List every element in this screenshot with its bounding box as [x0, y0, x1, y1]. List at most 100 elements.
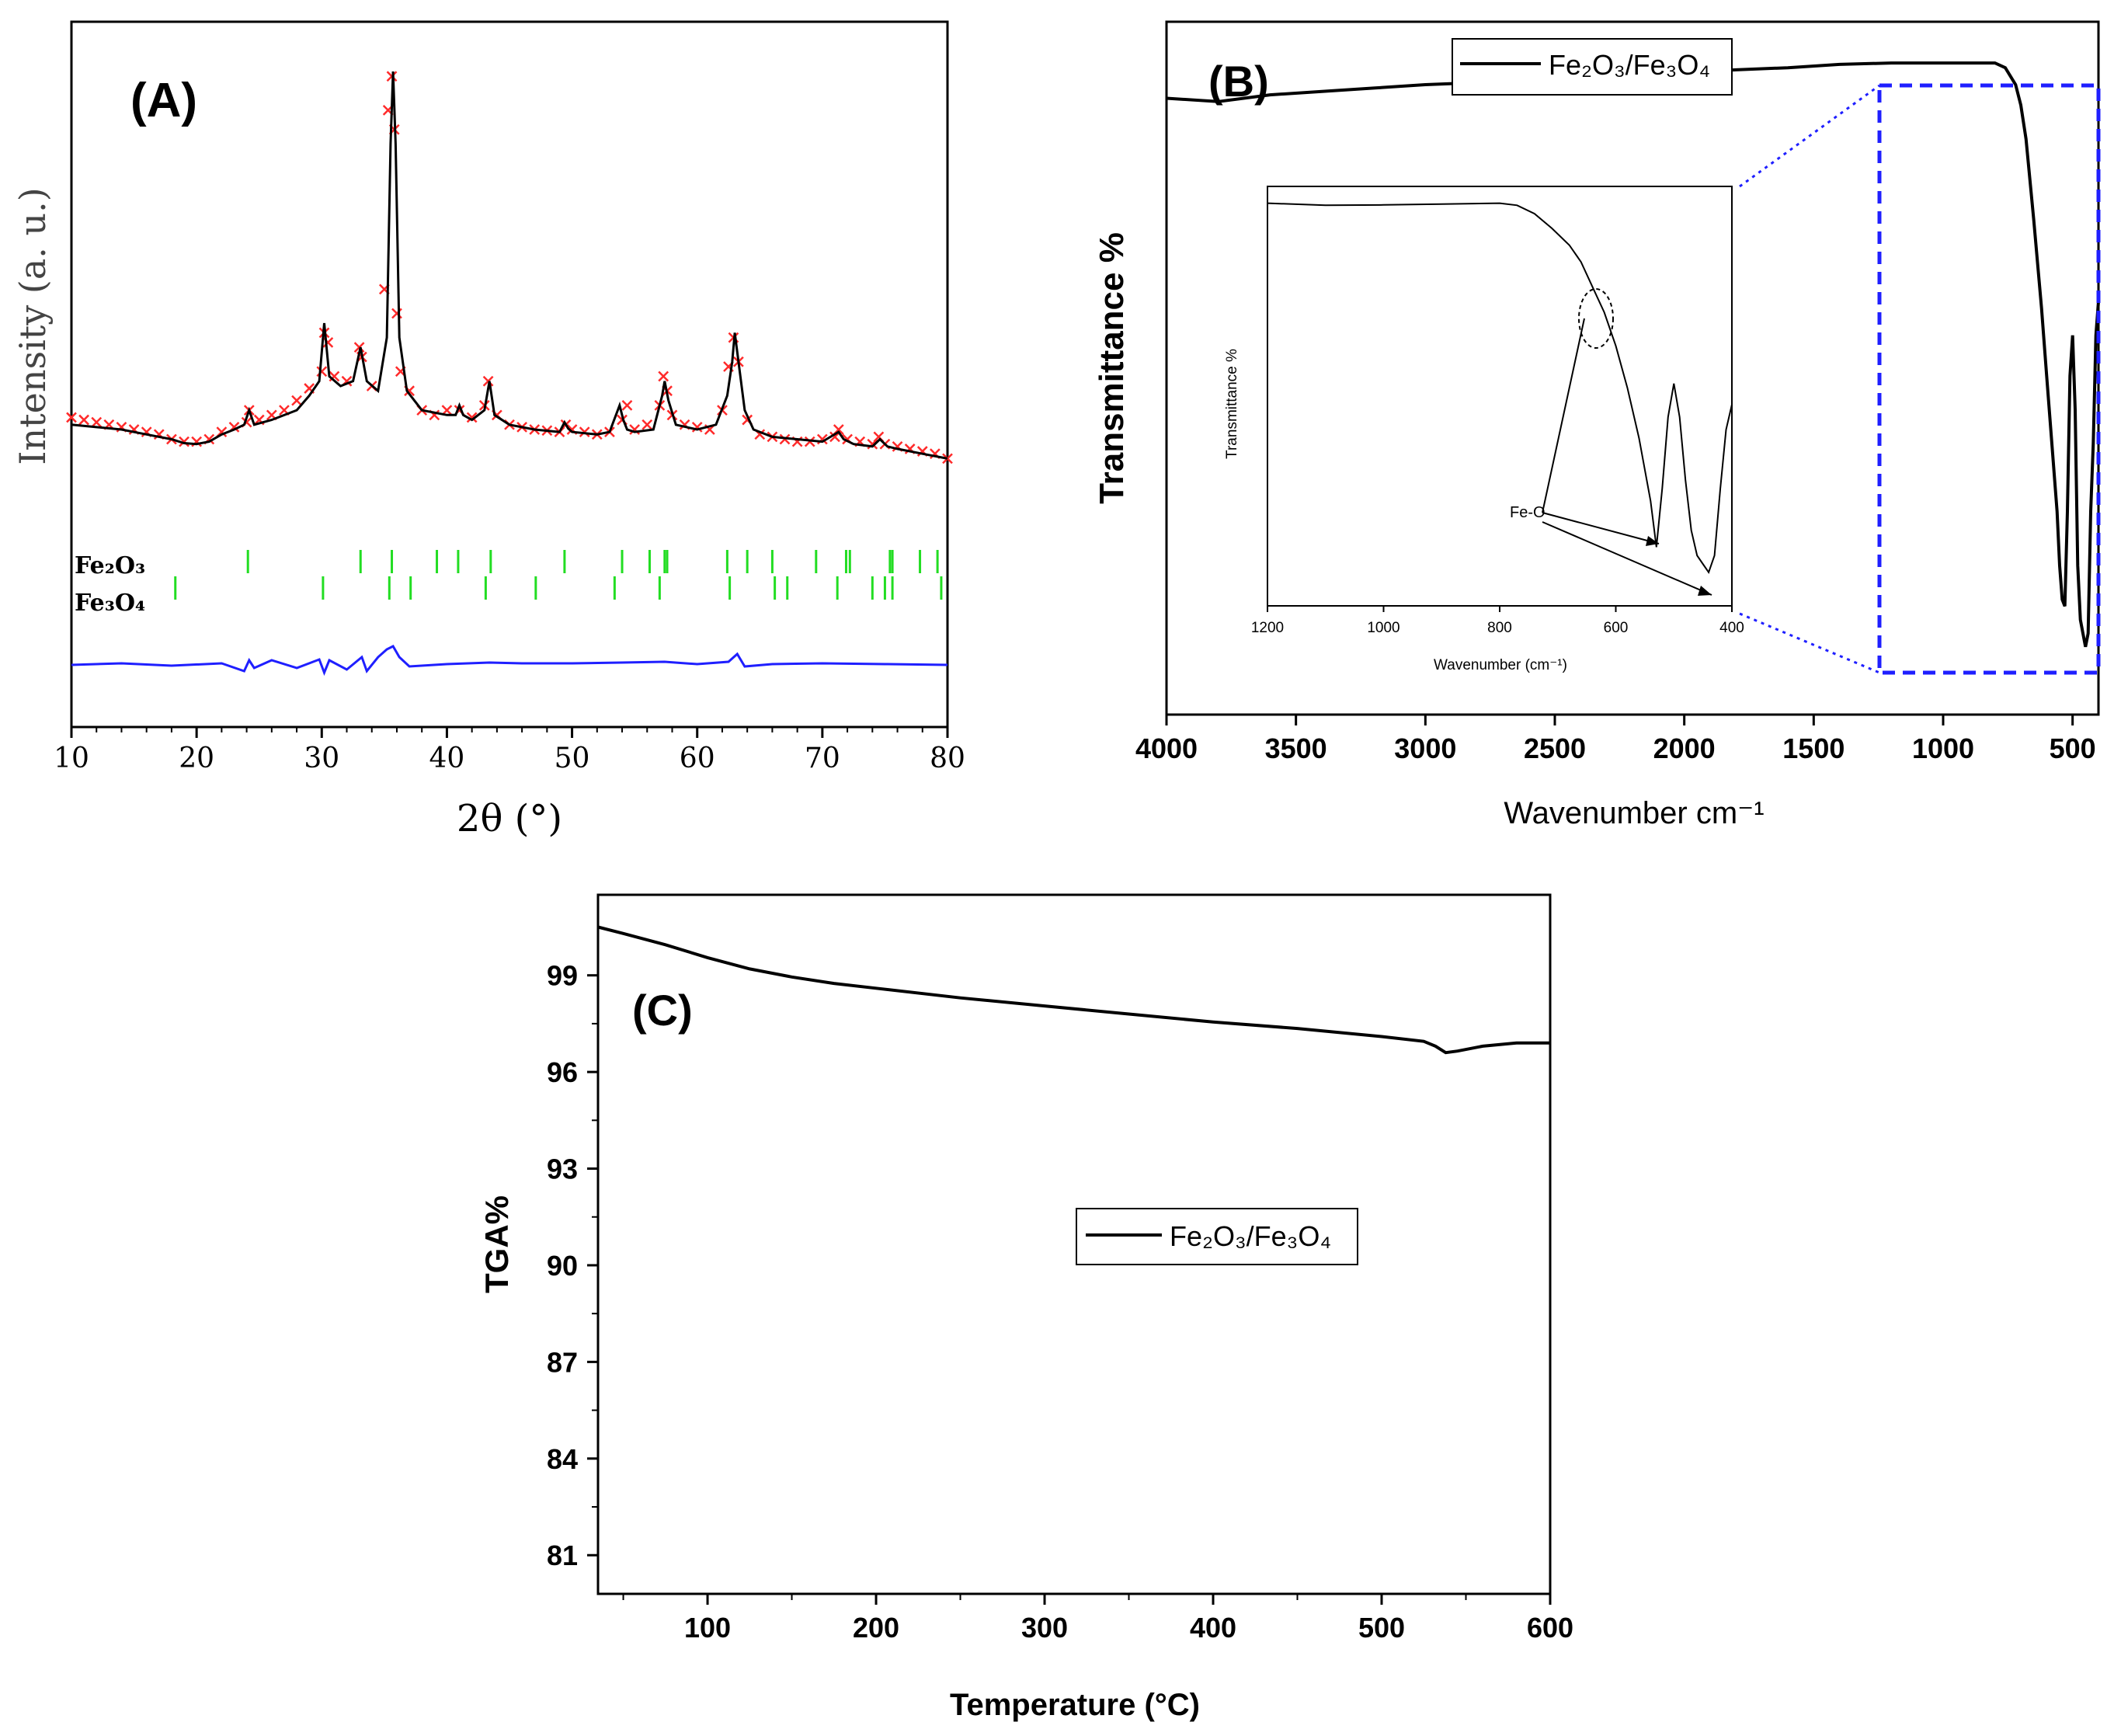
observed-point — [658, 371, 669, 382]
observed-point-stroke — [353, 342, 365, 353]
observed-point-stroke — [279, 405, 290, 416]
x-tick-label-200: 200 — [853, 1612, 899, 1644]
observed-point-stroke — [128, 424, 140, 435]
observed-point — [621, 399, 633, 411]
observed-point-stroke — [904, 444, 916, 454]
inset-frame — [1267, 186, 1733, 607]
observed-point-stroke — [691, 422, 703, 433]
y-tick-label-90: 90 — [547, 1250, 578, 1282]
observed-point-stroke — [78, 414, 89, 426]
observed-point-stroke — [892, 440, 903, 452]
panel-a-y-axis-label: Intensity (a. u.) — [12, 187, 54, 464]
x-tick-label-500: 500 — [2050, 732, 2096, 764]
observed-point-stroke — [66, 412, 77, 423]
observed-point-stroke — [179, 436, 189, 447]
fe2o3-reflection-label: Fe₂O₃ — [75, 552, 145, 579]
observed-point-stroke — [754, 429, 766, 440]
y-tick-label-87: 87 — [547, 1346, 578, 1378]
panel-a-reflection-markers — [174, 550, 943, 600]
observed-point-stroke — [153, 429, 165, 440]
observed-point — [691, 422, 703, 433]
observed-point — [482, 375, 494, 387]
inset-x-tick-label-600: 600 — [1604, 620, 1629, 636]
observed-point-stroke — [316, 366, 328, 377]
panel-c-frame — [596, 893, 1552, 1595]
inset-arrow-shoulder — [1542, 318, 1585, 513]
observed-point-stroke — [304, 383, 315, 394]
x-tick-label-500: 500 — [1358, 1612, 1405, 1644]
observed-point-stroke — [482, 375, 494, 387]
observed-point — [804, 436, 815, 447]
observed-point — [466, 412, 478, 423]
observed-point — [316, 366, 328, 377]
y-tick-label-99: 99 — [547, 960, 578, 992]
panel-a-label: (A) — [130, 74, 197, 127]
inset-annotation-fe-o: Fe-O — [1510, 504, 1546, 521]
inset-arrowhead-2 — [1698, 586, 1712, 596]
zoom-connector-bottom — [1739, 612, 1880, 674]
observed-point — [78, 414, 89, 426]
observed-point-stroke — [842, 433, 853, 445]
panel-b-x-axis-label: Wavenumber cm⁻¹ — [1504, 796, 1764, 830]
fe3o4-reflection-label: Fe₃O₄ — [75, 590, 145, 617]
observed-point-stroke — [579, 426, 590, 438]
observed-point-stroke — [291, 395, 302, 406]
x-tick-label-1000: 1000 — [1912, 732, 1974, 764]
panel-c-y-axis-label: TGA% — [478, 1195, 515, 1293]
panel-b-ftir-chart: 4000 3500 3000 2500 2000 1500 1000 500 1200 1000… — [1093, 20, 2101, 830]
observed-point-stroke — [642, 419, 653, 430]
observed-point — [829, 431, 840, 443]
x-tick-label-40: 40 — [429, 743, 465, 774]
observed-point-stroke — [141, 426, 152, 438]
panel-c-legend-label: Fe₂O₃/Fe₃O₄ — [1170, 1220, 1331, 1252]
x-tick-label-20: 20 — [179, 743, 214, 774]
observed-point-stroke — [804, 436, 815, 447]
observed-point-stroke — [404, 385, 415, 397]
observed-point-stroke — [492, 409, 502, 421]
observed-point-stroke — [829, 431, 840, 443]
observed-point-stroke — [742, 414, 753, 426]
tga-line — [597, 925, 1550, 1055]
y-tick-label-81: 81 — [547, 1539, 578, 1571]
x-tick-label-70: 70 — [805, 743, 840, 774]
zoom-connector-top — [1739, 84, 1880, 188]
observed-point-stroke — [873, 431, 885, 443]
x-tick-label-2500: 2500 — [1524, 732, 1586, 764]
x-tick-label-4000: 4000 — [1135, 732, 1198, 764]
inset-x-tick-label-1200: 1200 — [1251, 620, 1284, 636]
panel-c-x-axis-label: Temperature (°C) — [950, 1688, 1200, 1722]
observed-point — [91, 416, 103, 428]
panel-c-series — [597, 925, 1550, 1055]
x-tick-label-100: 100 — [684, 1612, 731, 1644]
observed-point — [642, 419, 653, 430]
x-tick-label-400: 400 — [1190, 1612, 1236, 1644]
observed-point-stroke — [916, 446, 928, 457]
panel-c-ticks: 100 200 300 400 500 600 81 84 87 90 93 96 99 — [547, 960, 1573, 1644]
y-tick-label-93: 93 — [547, 1153, 578, 1185]
observed-point-stroke — [566, 424, 578, 435]
panel-b-legend-box — [1452, 38, 1733, 96]
panel-b-y-axis-label: Transmittance % — [1093, 232, 1131, 504]
observed-point — [779, 433, 791, 445]
x-tick-label-2000: 2000 — [1653, 732, 1716, 764]
x-tick-label-60: 60 — [680, 743, 715, 774]
panel-a-x-ticks: 10 20 30 40 50 60 70 80 — [54, 727, 965, 774]
observed-point-stroke — [658, 371, 669, 382]
observed-point-stroke — [429, 409, 440, 421]
calculated-line — [71, 71, 948, 460]
panel-a-xrd-chart: 10 20 30 40 50 60 70 80 (A) Fe₂O₃ Fe₃O₄ 2θ (°) … — [12, 20, 965, 840]
difference-line — [71, 645, 948, 677]
inset-plot — [1267, 202, 1733, 574]
observed-point-stroke — [617, 414, 628, 426]
observed-point-stroke — [930, 448, 941, 460]
observed-point-stroke — [322, 336, 334, 348]
observed-point — [66, 412, 77, 423]
x-tick-label-80: 80 — [930, 743, 965, 774]
observed-point — [291, 395, 302, 406]
inset-arrowhead-1 — [1646, 536, 1659, 546]
observed-point-stroke — [679, 419, 690, 430]
observed-point-stroke — [266, 409, 277, 421]
panel-c-tga-chart: 100 200 300 400 500 600 81 84 87 90 93 96 99 (C) Fe₂… — [478, 893, 1573, 1722]
inset-x-tick-label-1000: 1000 — [1367, 620, 1399, 636]
inset-arrow-band-1 — [1542, 512, 1660, 544]
